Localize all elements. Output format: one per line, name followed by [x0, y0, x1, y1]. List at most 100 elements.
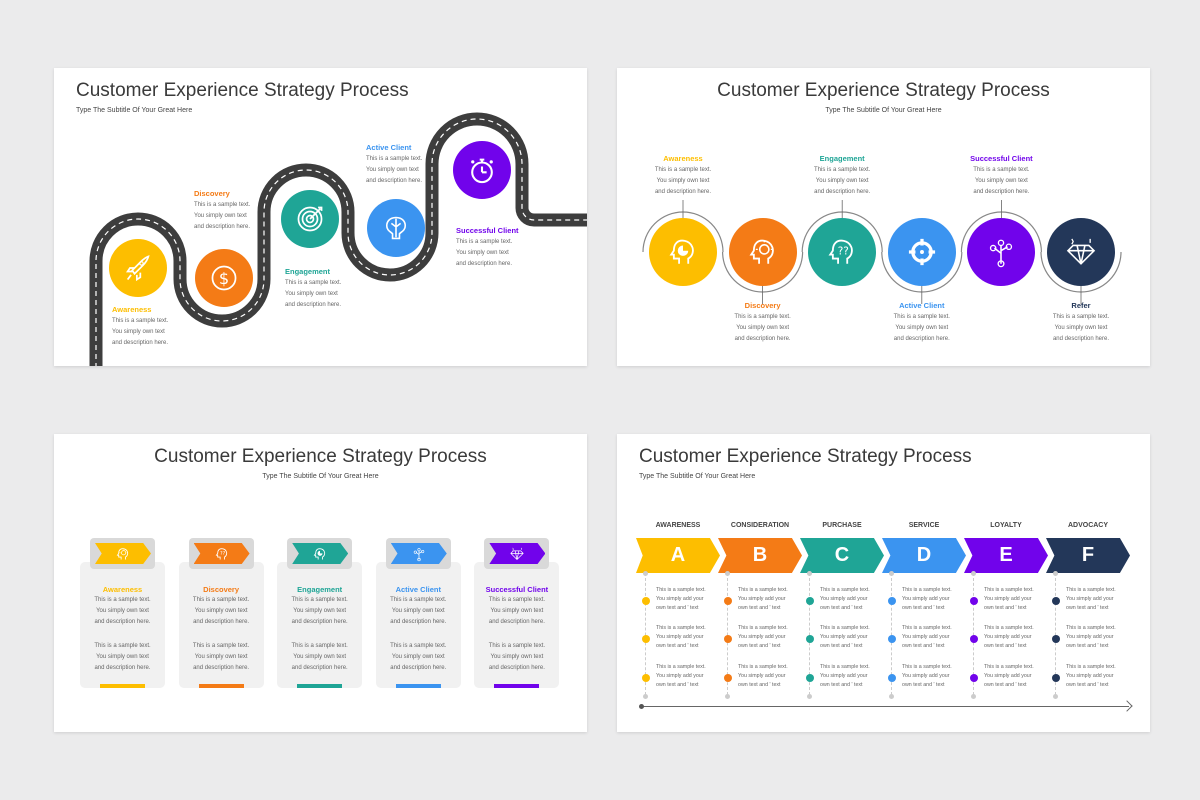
rocket-icon [125, 255, 150, 282]
card-label: Discovery [203, 585, 240, 594]
head-chart-icon [669, 239, 694, 264]
step-label: Discovery [194, 189, 230, 198]
timeline-text: This is a sample text. You simply add yo… [902, 664, 952, 688]
step-circle-engagement[interactable]: ?? [808, 218, 877, 286]
stage-chevron[interactable]: A [636, 538, 720, 573]
slide-title: Customer Experience Strategy Process [717, 80, 1050, 101]
diamond-icon [1066, 238, 1096, 265]
step-card[interactable] [80, 562, 165, 688]
step-circle-active-client[interactable] [367, 199, 425, 257]
stage-endpoint [725, 571, 730, 576]
stage-header: SERVICE [908, 522, 940, 529]
card-color-bar [100, 684, 145, 688]
step-circle-engagement[interactable] [281, 190, 339, 248]
stage-dashed-line [809, 573, 810, 695]
stage-endpoint [807, 694, 812, 699]
slide-title: Customer Experience Strategy Process [76, 80, 409, 101]
svg-text:??: ?? [838, 246, 849, 258]
stage-chevron[interactable]: C [800, 538, 884, 573]
step-card[interactable] [178, 562, 264, 688]
step-card[interactable] [375, 562, 461, 688]
slide-subtitle: Type The Subtitle Of Your Great Here [76, 107, 193, 114]
timeline-dot [888, 674, 896, 682]
slide-subtitle: Type The Subtitle Of Your Great Here [639, 473, 756, 480]
stage-chevron[interactable]: E [964, 538, 1048, 573]
stage-dashed-line [1055, 573, 1056, 695]
target-icon [297, 206, 323, 232]
timeline-dot [1052, 674, 1060, 682]
step-card[interactable] [474, 562, 560, 688]
step-circle-successful-client[interactable] [453, 141, 511, 199]
step-circle-active-client[interactable] [887, 218, 956, 286]
step-circle-refer[interactable] [1047, 218, 1115, 286]
slide-chevron-timeline[interactable]: Customer Experience Strategy Process Typ… [617, 434, 1150, 732]
timeline-start-dot [639, 704, 644, 709]
timeline-text: This is a sample text. You simply add yo… [902, 587, 952, 611]
step-label: Successful Client [970, 154, 1033, 163]
svg-text:$: $ [219, 269, 229, 288]
slide-subtitle: Type The Subtitle Of Your Great Here [825, 107, 942, 114]
step-label: Successful Client [456, 226, 519, 235]
timeline-dot [642, 674, 650, 682]
stage-dashed-line [727, 573, 728, 695]
stage-header: CONSIDERATION [730, 522, 790, 529]
timeline-text: This is a sample text. You simply add yo… [1066, 664, 1116, 688]
stage-endpoint [971, 694, 976, 699]
step-description: This is a sample text. You simply own te… [112, 318, 169, 346]
stage-endpoint [1053, 694, 1058, 699]
timeline-text: This is a sample text. You simply add yo… [738, 664, 788, 688]
svg-text:??: ?? [220, 551, 226, 557]
step-label: Engagement [819, 154, 865, 163]
step-card[interactable] [277, 562, 363, 688]
timeline-dot [806, 674, 814, 682]
card-description: This is a sample text. You simply own te… [291, 597, 348, 625]
step-description: This is a sample text. You simply own te… [893, 314, 950, 342]
stopwatch-icon [471, 158, 493, 184]
card-description: This is a sample text. You simply own te… [488, 643, 546, 671]
timeline-dot [1052, 597, 1060, 605]
stage-header: LOYALTY [990, 522, 1022, 529]
slide-card-process[interactable]: Customer Experience Strategy Process Typ… [54, 434, 587, 732]
step-label: Awareness [663, 154, 703, 163]
card-description: This is a sample text. You simply own te… [390, 597, 447, 625]
stage-chevron[interactable]: B [718, 538, 802, 573]
stage-endpoint [807, 571, 812, 576]
timeline-text: This is a sample text. You simply add yo… [820, 625, 870, 649]
stage-chevron[interactable]: F [1046, 538, 1130, 573]
stage-header: AWARENESS [655, 522, 701, 529]
stage-endpoint [725, 694, 730, 699]
step-description: This is a sample text. You simply own te… [814, 167, 871, 195]
card-description: This is a sample text. You simply own te… [192, 597, 250, 625]
timeline-dot [642, 597, 650, 605]
card-label: Awareness [102, 585, 143, 594]
timeline-text: This is a sample text. You simply add yo… [656, 587, 706, 611]
step-circle-awareness[interactable] [109, 239, 167, 297]
slide-subtitle: Type The Subtitle Of Your Great Here [262, 473, 379, 480]
step-circle-discovery[interactable] [728, 218, 797, 286]
timeline-dot [970, 635, 978, 643]
brain-icon [385, 216, 407, 240]
step-circle-successful-client[interactable] [967, 218, 1036, 286]
card-color-bar [297, 684, 343, 688]
timeline-text: This is a sample text. You simply add yo… [1066, 625, 1116, 649]
timeline-text: This is a sample text. You simply add yo… [1066, 587, 1116, 611]
dollar-icon: $ [211, 265, 237, 291]
timeline-text: This is a sample text. You simply add yo… [984, 625, 1034, 649]
step-circle-awareness[interactable] [649, 218, 717, 286]
slide-circle-process[interactable]: Customer Experience Strategy Process Typ… [617, 68, 1150, 366]
stage-endpoint [971, 571, 976, 576]
timeline-dot [724, 635, 732, 643]
timeline-dot [806, 597, 814, 605]
slide-road-process[interactable]: Customer Experience Strategy Process Typ… [54, 68, 587, 366]
step-label: Active Client [899, 301, 945, 310]
step-description: This is a sample text. You simply own te… [456, 239, 513, 267]
timeline-text: This is a sample text. You simply add yo… [656, 664, 706, 688]
stage-header: ADVOCACY [1067, 522, 1109, 529]
stage-chevron[interactable]: D [882, 538, 966, 573]
step-circle-discovery[interactable]: $ [195, 249, 253, 307]
step-description: This is a sample text. You simply own te… [654, 167, 712, 195]
diamond-icon [510, 547, 525, 560]
timeline-dot [970, 674, 978, 682]
timeline-dot [642, 635, 650, 643]
timeline-dot [806, 635, 814, 643]
